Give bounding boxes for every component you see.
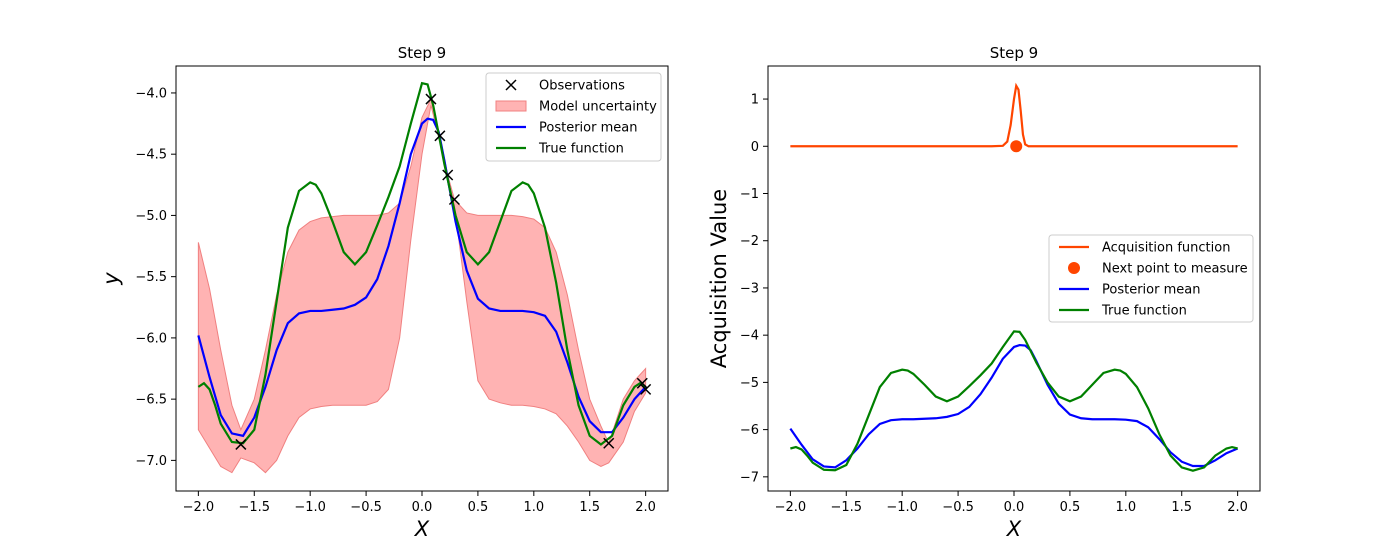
observation-point [448,193,460,206]
acquisition-function-line [790,82,1238,148]
next-point-marker [1010,140,1023,153]
y-tick-label: −7 [740,470,759,485]
x-tick-label: −2.0 [183,500,215,515]
legend: Acquisition function Next point to measur… [1048,234,1254,323]
x-tick-label: 0.5 [1060,500,1081,515]
x-tick-label: 1.0 [1115,500,1136,515]
legend-label: Posterior mean [1102,283,1200,298]
legend-box [485,72,662,162]
chart-title: Step 9 [398,44,446,62]
legend-entry: Model uncertainty [495,100,657,115]
legend-label: Next point to measure [1102,262,1248,277]
y-tick-label: 0 [751,140,759,155]
x-tick-label: −1.5 [830,500,862,515]
y-tick-label: −4.0 [135,86,167,101]
x-axis-label: X [1006,517,1022,541]
legend-label: True function [538,142,624,157]
legend-label: Model uncertainty [539,100,657,115]
true-function-line [197,81,647,446]
legend-entry: Observations [505,79,625,94]
y-tick-label: −5.5 [135,270,167,285]
observation-point [603,437,615,449]
y-axis-label: y [99,272,123,286]
observation-point [235,438,247,450]
left-chart-panel: −2.0 −1.5 −1.0 −0.5 0.0 0.5 1.0 1.5 2.0 −7.0 −6.5 −… [99,44,669,541]
y-tick-label: −5 [740,376,759,391]
x-tick-label: 2.0 [635,500,656,515]
y-tick-label: 1 [751,93,759,108]
posterior-mean-line [789,343,1239,469]
y-tick-label: −6.5 [135,393,167,408]
legend-label: Acquisition function [1102,241,1230,256]
true-function-line [790,330,1238,472]
x-tick-label: −1.0 [886,500,918,515]
legend-entry: Posterior mean [1059,283,1200,298]
x-tick-label: 0.0 [1004,500,1025,515]
y-tick-label: −5.0 [135,209,167,224]
y-tick-label: −6.0 [135,331,167,346]
y-tick-label: −2 [740,234,759,249]
legend-observation-marker [505,79,517,91]
y-tick-label: −4.5 [135,148,167,163]
legend-box [1048,234,1254,323]
y-tick-label: −6 [740,423,759,438]
x-tick-label: 1.5 [1171,500,1192,515]
y-tick-label: −4 [740,329,759,344]
legend-entry: Acquisition function [1059,241,1230,256]
x-tick-label: −2.0 [775,500,807,515]
x-tick-label: −0.5 [942,500,974,515]
right-chart-panel: −2.0 −1.5 −1.0 −0.5 0.0 0.5 1.0 1.5 2.0 −7 −6 −5 −4 −… [707,44,1261,541]
model-uncertainty-band [197,97,647,474]
legend: Observations Model uncertainty Posterior m… [485,72,662,162]
legend-label: Posterior mean [539,121,637,136]
y-tick-label: −7.0 [135,454,167,469]
chart-title: Step 9 [990,44,1038,62]
plot-area [197,81,647,474]
observation-point [636,377,648,389]
legend-entry: Posterior mean [496,121,637,136]
legend-uncertainty-patch [495,100,527,112]
x-tick-label: 1.0 [523,500,544,515]
x-tick-label: 0.0 [412,500,433,515]
x-tick-label: −0.5 [350,500,382,515]
x-tick-label: −1.5 [238,500,270,515]
x-axis-label: X [414,517,430,541]
observation-point [425,93,437,105]
legend-entry: Next point to measure [1068,262,1248,277]
legend-entry: True function [1059,304,1187,319]
observation-point [442,169,454,181]
legend-label: True function [1101,304,1187,319]
y-axis-label: Acquisition Value [707,189,731,368]
y-tick-label: −1 [740,187,759,202]
legend-entry: True function [496,142,624,157]
legend-next-point-marker [1068,262,1080,274]
y-tick-label: −3 [740,281,759,296]
posterior-mean-line [197,117,647,438]
observation-point [640,383,652,395]
plot-area [789,82,1239,472]
legend-label: Observations [539,79,625,94]
x-tick-label: 2.0 [1227,500,1248,515]
x-tick-label: −1.0 [294,500,326,515]
observation-point [434,130,446,142]
x-tick-label: 0.5 [468,500,489,515]
x-tick-label: 1.5 [579,500,600,515]
